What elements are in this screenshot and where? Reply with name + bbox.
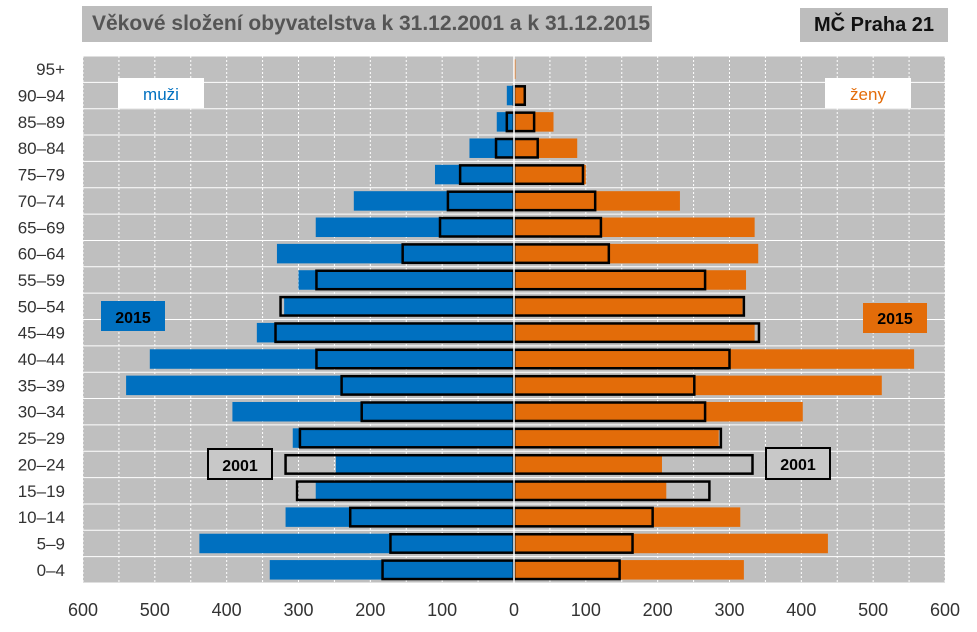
bar-female-2015: [514, 428, 719, 448]
age-group-label: 45–49: [18, 324, 65, 343]
age-group-label: 90–94: [18, 87, 65, 106]
age-group-label: 15–19: [18, 482, 65, 501]
bar-female-2015: [514, 481, 667, 501]
chart-title: Věkové složení obyvatelstva k 31.12.2001…: [82, 6, 652, 42]
age-group-label: 65–69: [18, 218, 65, 237]
bar-male-2015: [284, 296, 514, 317]
x-tick-label: 200: [355, 600, 385, 620]
bar-female-2015: [514, 533, 828, 554]
bar-female-2015: [514, 507, 741, 527]
bar-male-2015: [315, 217, 514, 238]
bar-male-2015: [353, 191, 514, 211]
bar-male-2015: [434, 164, 514, 185]
male-label: muži: [143, 85, 179, 104]
x-tick-label: 200: [643, 600, 673, 620]
age-group-label: 10–14: [18, 508, 65, 527]
x-tick-label: 0: [509, 600, 519, 620]
bar-female-2015: [514, 217, 755, 238]
year-2015-left-label: 2015: [115, 310, 151, 327]
bar-female-2015: [514, 164, 586, 185]
bar-female-2015: [514, 138, 578, 158]
bar-male-2015: [469, 138, 514, 158]
age-group-label: 75–79: [18, 166, 65, 185]
age-group-label: 95+: [36, 60, 65, 79]
age-group-label: 80–84: [18, 139, 65, 158]
age-group-label: 20–24: [18, 455, 65, 474]
bar-female-2015: [514, 375, 882, 396]
age-group-label: 5–9: [37, 534, 65, 553]
bar-female-2015: [514, 560, 744, 580]
age-group-label: 85–89: [18, 113, 65, 132]
age-group-label: 0–4: [37, 561, 65, 580]
x-tick-label: 600: [930, 600, 960, 620]
age-group-label: 55–59: [18, 271, 65, 290]
bar-male-2015: [199, 533, 514, 554]
x-tick-label: 100: [571, 600, 601, 620]
bar-female-2015: [514, 270, 747, 290]
year-2001-right-label: 2001: [780, 457, 816, 474]
bar-female-2015: [514, 243, 759, 264]
female-label-box: [825, 78, 911, 108]
bar-male-2015: [315, 481, 514, 501]
region-label: MČ Praha 21: [800, 8, 948, 42]
bar-male-2015: [276, 243, 514, 264]
age-group-label: 60–64: [18, 245, 65, 264]
bar-male-2015: [335, 454, 514, 475]
bar-male-2015: [506, 85, 514, 106]
year-2015-right-label: 2015: [877, 311, 913, 328]
bar-male-2015: [256, 322, 514, 343]
bar-male-2015: [126, 375, 514, 396]
x-tick-label: 500: [140, 600, 170, 620]
age-group-label: 40–44: [18, 350, 65, 369]
bar-female-2015: [514, 454, 662, 475]
age-group-label: 25–29: [18, 429, 65, 448]
age-group-label: 30–34: [18, 403, 65, 422]
male-label-box: [118, 78, 204, 108]
age-group-label: 50–54: [18, 297, 65, 316]
x-tick-label: 600: [68, 600, 98, 620]
x-tick-label: 400: [212, 600, 242, 620]
bar-male-2015: [292, 428, 514, 448]
x-tick-label: 100: [427, 600, 457, 620]
female-label: ženy: [850, 85, 886, 104]
bar-male-2015: [149, 349, 514, 369]
year-2001-right-box: [765, 447, 831, 480]
bar-female-2015: [514, 296, 743, 317]
year-2001-left-box: [207, 448, 273, 480]
bar-male-2015: [232, 401, 514, 422]
x-tick-label: 500: [858, 600, 888, 620]
x-tick-label: 300: [283, 600, 313, 620]
year-2001-left-label: 2001: [222, 458, 258, 475]
bar-female-2015: [514, 191, 680, 211]
bar-male-2015: [496, 112, 514, 132]
age-group-label: 70–74: [18, 192, 65, 211]
bar-male-2015: [285, 507, 514, 527]
bar-male-2015: [269, 560, 514, 580]
bar-female-2015: [514, 322, 755, 343]
year-2015-left-box: [101, 301, 165, 331]
x-tick-label: 300: [714, 600, 744, 620]
age-group-label: 35–39: [18, 376, 65, 395]
bar-female-2015: [514, 85, 525, 106]
bar-female-2015: [514, 401, 803, 422]
bar-male-2015: [298, 270, 514, 290]
bar-female-2015: [514, 349, 915, 369]
year-2015-right-box: [863, 303, 927, 333]
x-tick-label: 400: [786, 600, 816, 620]
